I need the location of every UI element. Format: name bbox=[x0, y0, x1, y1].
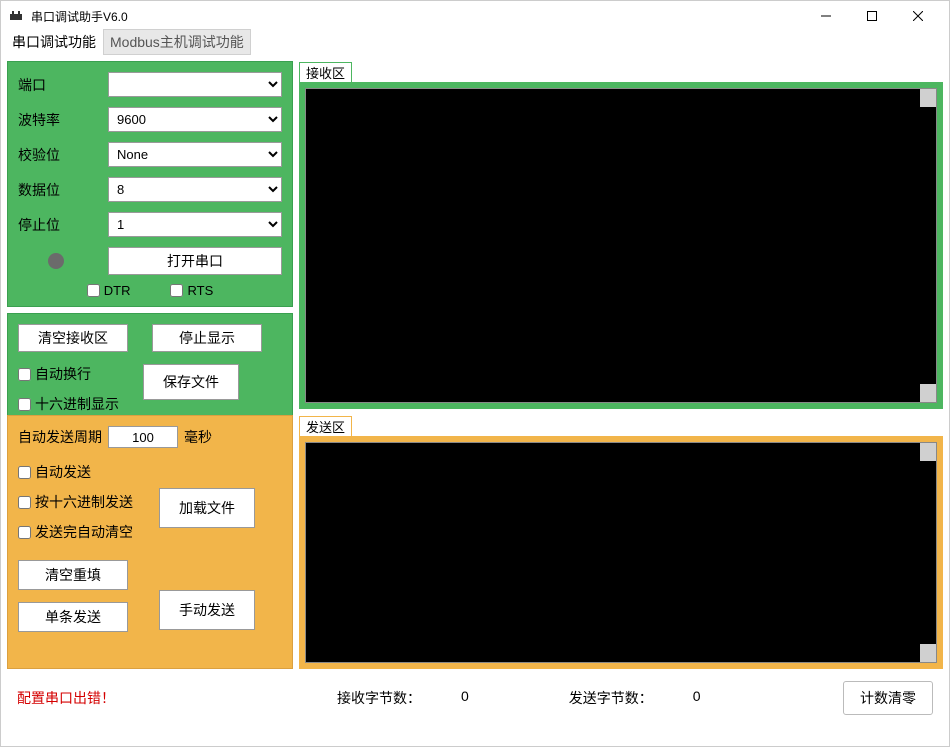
tab-modbus[interactable]: Modbus主机调试功能 bbox=[103, 29, 251, 55]
send-bytes-value: 0 bbox=[693, 688, 701, 708]
app-icon bbox=[9, 8, 25, 24]
send-config-panel: 自动发送周期 毫秒 自动发送 按十六进制发送 bbox=[7, 415, 293, 669]
status-indicator-icon bbox=[48, 253, 64, 269]
hex-display-label[interactable]: 十六进制显示 bbox=[18, 394, 119, 414]
stop-display-button[interactable]: 停止显示 bbox=[152, 324, 262, 352]
footer: 配置串口出错！ 接收字节数： 0 发送字节数： 0 计数清零 bbox=[7, 675, 943, 721]
hex-send-label[interactable]: 按十六进制发送 bbox=[18, 492, 133, 512]
minimize-button[interactable] bbox=[803, 1, 849, 31]
tab-serial-debug[interactable]: 串口调试功能 bbox=[5, 29, 103, 55]
period-input[interactable] bbox=[108, 426, 178, 448]
recv-textarea[interactable] bbox=[305, 88, 937, 403]
period-unit: 毫秒 bbox=[184, 427, 212, 447]
rts-checkbox-label[interactable]: RTS bbox=[170, 283, 213, 298]
send-textarea[interactable] bbox=[305, 442, 937, 663]
tabbar: 串口调试功能 Modbus主机调试功能 bbox=[1, 31, 949, 55]
auto-clear-label[interactable]: 发送完自动清空 bbox=[18, 522, 133, 542]
send-scroll-up-icon[interactable] bbox=[920, 443, 936, 461]
recv-bytes-value: 0 bbox=[461, 688, 469, 708]
content-area: 端口 波特率 9600 校验位 None bbox=[1, 55, 949, 746]
left-upper-panels: 端口 波特率 9600 校验位 None bbox=[7, 61, 293, 409]
load-file-button[interactable]: 加载文件 bbox=[159, 488, 255, 528]
recv-scroll-up-icon[interactable] bbox=[920, 89, 936, 107]
auto-wrap-checkbox[interactable] bbox=[18, 368, 31, 381]
send-frame bbox=[299, 436, 943, 669]
dtr-checkbox-label[interactable]: DTR bbox=[87, 283, 131, 298]
parity-select[interactable]: None bbox=[108, 142, 282, 167]
send-area-panel: 发送区 bbox=[299, 415, 943, 669]
send-section-label: 发送区 bbox=[299, 416, 352, 437]
upper-row: 端口 波特率 9600 校验位 None bbox=[7, 61, 943, 409]
stats: 接收字节数： 0 发送字节数： 0 bbox=[317, 688, 843, 708]
window-controls bbox=[803, 1, 941, 31]
port-label: 端口 bbox=[18, 75, 108, 95]
port-config-panel: 端口 波特率 9600 校验位 None bbox=[7, 61, 293, 307]
stopbits-select[interactable]: 1 bbox=[108, 212, 282, 237]
recv-bytes-label: 接收字节数： bbox=[337, 688, 421, 708]
send-scroll-down-icon[interactable] bbox=[920, 644, 936, 662]
clear-refill-button[interactable]: 清空重填 bbox=[18, 560, 128, 590]
recv-controls-panel: 清空接收区 停止显示 自动换行 十六进制显示 bbox=[7, 313, 293, 425]
stopbits-label: 停止位 bbox=[18, 215, 108, 235]
dtr-checkbox[interactable] bbox=[87, 284, 100, 297]
recv-frame bbox=[299, 82, 943, 409]
single-send-button[interactable]: 单条发送 bbox=[18, 602, 128, 632]
auto-send-checkbox[interactable] bbox=[18, 466, 31, 479]
auto-send-label[interactable]: 自动发送 bbox=[18, 462, 133, 482]
period-label: 自动发送周期 bbox=[18, 427, 102, 447]
baud-label: 波特率 bbox=[18, 110, 108, 130]
manual-send-button[interactable]: 手动发送 bbox=[159, 590, 255, 630]
titlebar: 串口调试助手V6.0 bbox=[1, 1, 949, 31]
recv-area-panel: 接收区 bbox=[299, 61, 943, 409]
baud-select[interactable]: 9600 bbox=[108, 107, 282, 132]
close-button[interactable] bbox=[895, 1, 941, 31]
databits-label: 数据位 bbox=[18, 180, 108, 200]
auto-wrap-label[interactable]: 自动换行 bbox=[18, 364, 119, 384]
hex-send-checkbox[interactable] bbox=[18, 496, 31, 509]
open-port-button[interactable]: 打开串口 bbox=[108, 247, 282, 275]
maximize-button[interactable] bbox=[849, 1, 895, 31]
hex-display-checkbox[interactable] bbox=[18, 398, 31, 411]
save-file-button[interactable]: 保存文件 bbox=[143, 364, 239, 400]
recv-section-label: 接收区 bbox=[299, 62, 352, 83]
main-window: 串口调试助手V6.0 串口调试功能 Modbus主机调试功能 端口 bbox=[0, 0, 950, 747]
clear-recv-button[interactable]: 清空接收区 bbox=[18, 324, 128, 352]
auto-clear-checkbox[interactable] bbox=[18, 526, 31, 539]
window-title: 串口调试助手V6.0 bbox=[31, 8, 803, 25]
parity-label: 校验位 bbox=[18, 145, 108, 165]
reset-count-button[interactable]: 计数清零 bbox=[843, 681, 933, 715]
databits-select[interactable]: 8 bbox=[108, 177, 282, 202]
recv-scroll-down-icon[interactable] bbox=[920, 384, 936, 402]
send-bytes-label: 发送字节数： bbox=[569, 688, 653, 708]
rts-checkbox[interactable] bbox=[170, 284, 183, 297]
lower-row: 自动发送周期 毫秒 自动发送 按十六进制发送 bbox=[7, 415, 943, 669]
error-message: 配置串口出错！ bbox=[17, 688, 317, 708]
port-select[interactable] bbox=[108, 72, 282, 97]
